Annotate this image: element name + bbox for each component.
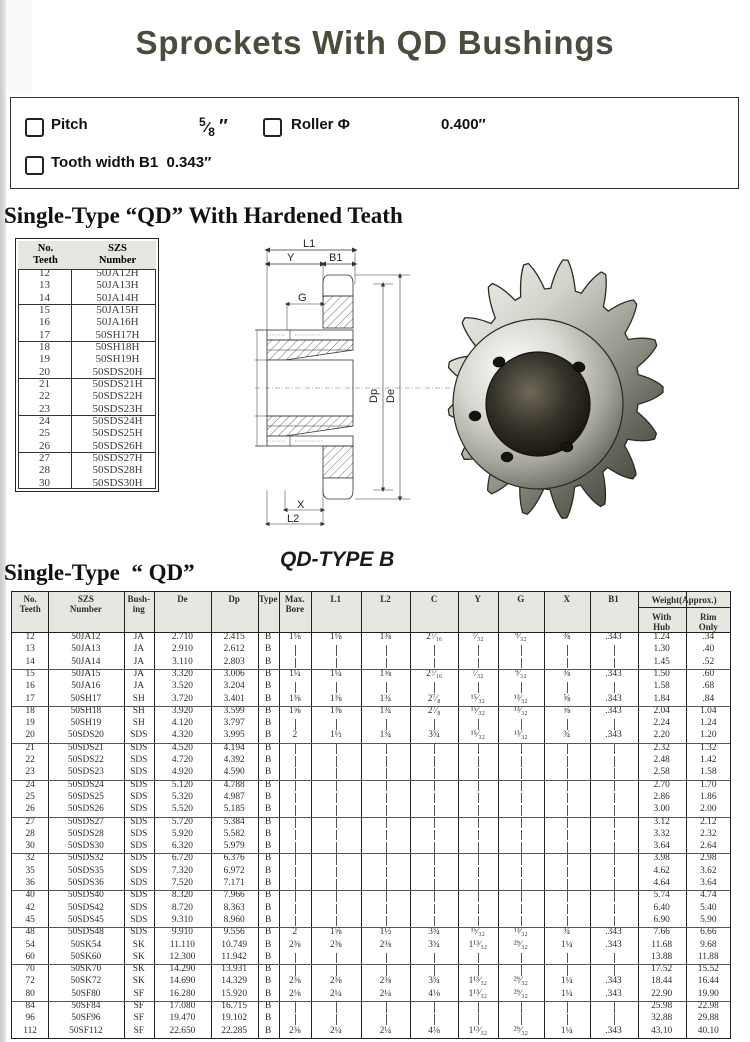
svg-text:G: G bbox=[298, 292, 307, 304]
svg-text:De: De bbox=[385, 389, 397, 403]
svg-text:Dp: Dp bbox=[368, 389, 380, 403]
svg-text:B1: B1 bbox=[329, 252, 342, 264]
svg-text:X: X bbox=[297, 499, 305, 511]
svg-text:L1: L1 bbox=[303, 238, 315, 250]
svg-text:L2: L2 bbox=[287, 513, 299, 525]
svg-text:Y: Y bbox=[287, 252, 295, 264]
